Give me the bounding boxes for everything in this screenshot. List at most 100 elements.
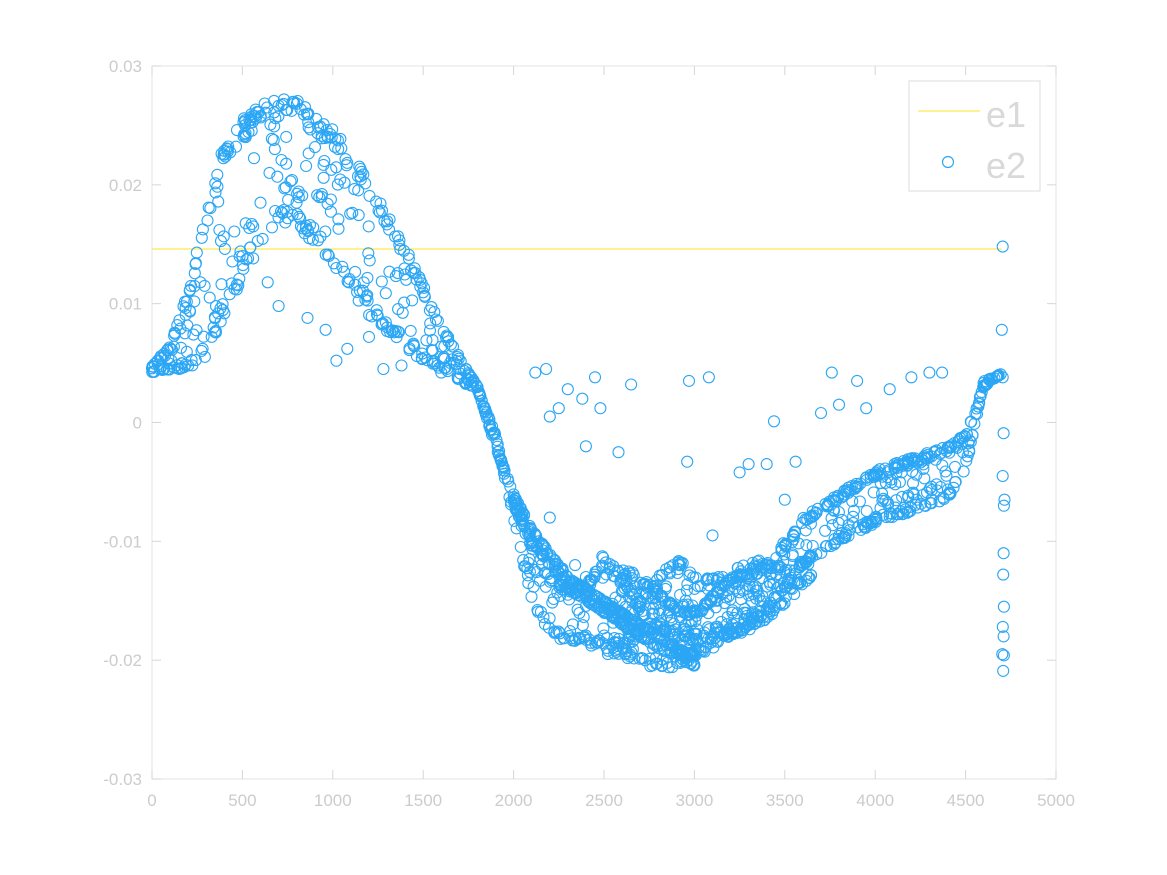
e2-point <box>706 529 719 542</box>
e2-point <box>996 371 1009 384</box>
e2-point <box>997 568 1010 581</box>
e2-point <box>680 584 693 597</box>
x-tick-label: 4500 <box>947 791 985 810</box>
e2-point <box>230 278 243 291</box>
e2-point <box>239 127 252 140</box>
e2-point <box>805 569 818 582</box>
e2-point <box>972 400 985 413</box>
e2-point <box>243 241 257 254</box>
e2-point <box>832 533 845 546</box>
e2-point <box>421 354 434 367</box>
e2-point <box>616 586 629 599</box>
e2-point <box>254 196 267 209</box>
e2-point <box>523 565 536 578</box>
e2-point <box>280 103 293 117</box>
e2-point <box>268 143 281 156</box>
e2-point <box>579 629 592 642</box>
e2-point <box>794 576 807 589</box>
e2-point <box>588 371 602 384</box>
legend-e1-label: e1 <box>986 94 1026 135</box>
e2-point <box>485 428 499 441</box>
e2-point <box>531 604 544 617</box>
e2-point <box>730 575 743 588</box>
series-layer <box>145 93 1011 677</box>
e2-point <box>867 486 880 499</box>
e2-point <box>389 230 402 243</box>
e2-point <box>936 366 949 379</box>
e2-point <box>361 271 374 284</box>
e2-point <box>910 493 923 506</box>
e2-point <box>543 511 556 524</box>
e2-point <box>576 392 589 405</box>
e2-point <box>357 276 370 289</box>
e2-point <box>832 398 846 411</box>
e2-point <box>363 189 376 202</box>
e2-point <box>936 459 949 472</box>
e2-point <box>218 307 231 320</box>
e2-point <box>953 433 966 447</box>
e2-point <box>847 510 860 523</box>
e2-point <box>517 508 531 521</box>
e2-point <box>800 568 813 581</box>
e2-point <box>656 625 669 638</box>
e2-point <box>339 153 352 166</box>
e2-point <box>918 472 931 485</box>
e2-point <box>374 197 387 210</box>
e2-point <box>392 303 405 316</box>
e2-point <box>538 540 551 553</box>
e2-point <box>429 313 443 326</box>
e2-point <box>423 304 436 317</box>
e2-point <box>933 447 947 460</box>
e2-point <box>997 600 1010 613</box>
e2-point <box>588 599 601 612</box>
e2-point <box>698 626 711 639</box>
e2-point <box>431 314 444 327</box>
e2-point <box>551 586 564 599</box>
e2-point <box>441 331 454 344</box>
e2-point <box>775 596 788 609</box>
e2-point <box>319 323 332 336</box>
e2-point <box>611 612 624 625</box>
e2-point <box>710 623 723 636</box>
e2-point <box>529 366 542 379</box>
e2-point <box>451 348 465 361</box>
e2-point <box>639 654 652 667</box>
e2-point <box>740 620 753 633</box>
e2-point <box>336 260 349 273</box>
e2-point <box>549 560 562 573</box>
e2-point <box>682 374 696 387</box>
e2-point <box>525 534 538 547</box>
e2-point <box>885 476 898 489</box>
e2-point <box>558 631 571 644</box>
e2-point <box>324 193 337 206</box>
e2-point <box>461 372 474 385</box>
e2-point <box>362 330 376 343</box>
e2-point <box>637 578 650 591</box>
e2-point <box>389 270 402 283</box>
e2-point <box>566 632 579 645</box>
e2-point <box>188 295 201 308</box>
e2-point <box>666 625 679 638</box>
e2-point <box>734 593 748 606</box>
e2-point <box>321 197 334 210</box>
e2-point <box>997 630 1010 643</box>
y-tick-label: 0.03 <box>109 57 142 76</box>
e2-point <box>261 276 274 289</box>
e2-point <box>876 487 889 500</box>
e2-point <box>194 276 207 289</box>
e2-point <box>615 585 628 598</box>
e2-point <box>302 116 315 129</box>
e2-point <box>334 173 347 186</box>
e2-point <box>226 255 239 268</box>
e2-point <box>298 227 311 240</box>
e2-point <box>761 580 774 593</box>
e2-point <box>195 344 208 357</box>
e2-point <box>580 590 594 603</box>
e2-point <box>285 173 299 187</box>
e2-point <box>960 428 973 441</box>
y-tick-label: 0.01 <box>109 295 142 314</box>
e2-point <box>955 437 968 450</box>
e2-point <box>905 371 918 384</box>
e2-point <box>556 562 569 575</box>
e2-point <box>617 636 630 650</box>
